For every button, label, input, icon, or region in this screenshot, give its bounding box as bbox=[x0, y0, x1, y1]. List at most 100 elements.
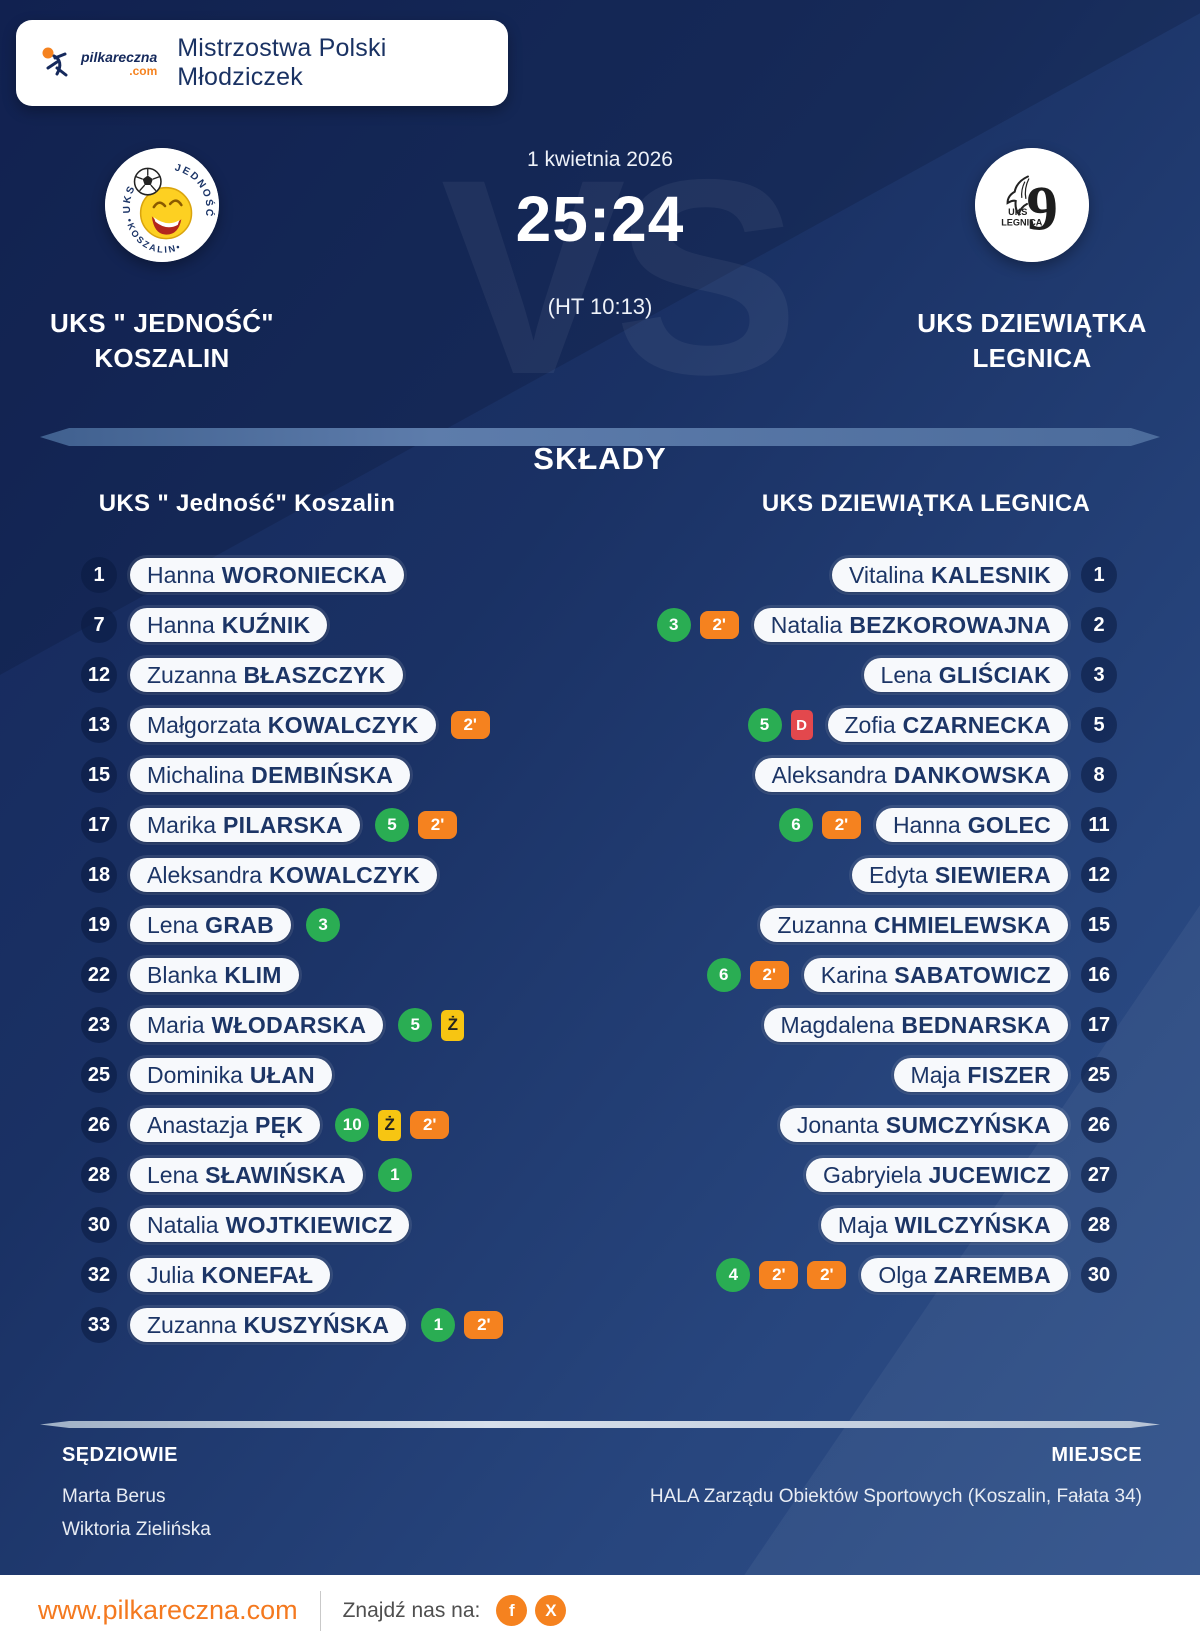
player-row: 17 Magdalena BEDNARSKA bbox=[600, 1000, 1200, 1050]
player-last-name: GLIŚCIAK bbox=[938, 661, 1051, 688]
player-number: 17 bbox=[1081, 1007, 1117, 1043]
two-minute-badge: 2' bbox=[410, 1111, 450, 1139]
player-last-name: GOLEC bbox=[967, 811, 1051, 838]
player-name-pill: Gabryiela JUCEWICZ bbox=[806, 1158, 1068, 1192]
player-number: 12 bbox=[81, 657, 117, 693]
player-first-name: Gabryiela bbox=[823, 1161, 922, 1188]
player-name-pill: Małgorzata KOWALCZYK bbox=[130, 708, 436, 742]
player-number: 23 bbox=[81, 1007, 117, 1043]
player-name-pill: Hanna KUŹNIK bbox=[130, 608, 328, 642]
match-info-footer: SĘDZIOWIE Marta Berus Wiktoria Zielińska… bbox=[62, 1444, 1142, 1546]
player-first-name: Zuzanna bbox=[777, 911, 867, 938]
player-row: 1 Hanna WORONIECKA bbox=[0, 550, 600, 600]
player-badges: 3 2' bbox=[656, 608, 739, 642]
player-first-name: Małgorzata bbox=[147, 711, 261, 738]
final-score: 25:24 bbox=[515, 183, 685, 255]
player-name-pill: Magdalena BEDNARSKA bbox=[763, 1008, 1068, 1042]
goals-badge: 6 bbox=[706, 958, 741, 992]
player-last-name: KOWALCZYK bbox=[269, 861, 420, 888]
player-last-name: WŁODARSKA bbox=[211, 1011, 367, 1038]
player-first-name: Hanna bbox=[147, 611, 215, 638]
footer-divider bbox=[319, 1590, 321, 1631]
player-name-pill: Marika PILARSKA bbox=[130, 808, 360, 842]
player-first-name: Zuzanna bbox=[147, 1311, 237, 1338]
home-team-logo: JEDNOŚĆ •KOSZALIN• UKS bbox=[105, 148, 219, 262]
player-last-name: DEMBIŃSKA bbox=[251, 761, 394, 788]
page-title: Mistrzostwa Polski Młodziczek bbox=[177, 34, 387, 91]
player-first-name: Maja bbox=[910, 1061, 961, 1088]
player-first-name: Hanna bbox=[147, 561, 215, 588]
player-number: 8 bbox=[1081, 757, 1117, 793]
logo-tld-text: .com bbox=[129, 63, 158, 78]
player-number: 17 bbox=[81, 807, 117, 843]
player-row: 28 Lena SŁAWIŃSKA 1 bbox=[0, 1150, 600, 1200]
find-us-label: Znajdź nas na: bbox=[342, 1598, 481, 1622]
player-number: 1 bbox=[1081, 557, 1117, 593]
player-badges: 5 2' bbox=[374, 808, 457, 842]
player-row: 26 Jonanta SUMCZYŃSKA bbox=[600, 1100, 1200, 1150]
player-number: 25 bbox=[81, 1057, 117, 1093]
player-number: 1 bbox=[81, 557, 117, 593]
player-badges: 1 bbox=[377, 1158, 412, 1192]
x-icon[interactable]: X bbox=[535, 1595, 567, 1626]
referee-name: Marta Berus bbox=[62, 1486, 166, 1507]
player-name-pill: Zofia CZARNECKA bbox=[827, 708, 1068, 742]
player-last-name: ZAREMBA bbox=[933, 1261, 1051, 1288]
player-number: 22 bbox=[81, 957, 117, 993]
player-last-name: FISZER bbox=[967, 1061, 1051, 1088]
goals-badge: 3 bbox=[656, 608, 691, 642]
pilkareczna-logo[interactable]: pilkareczna .com bbox=[38, 45, 157, 81]
player-number: 13 bbox=[81, 707, 117, 743]
player-name-pill: Blanka KLIM bbox=[130, 958, 299, 992]
player-number: 15 bbox=[81, 757, 117, 793]
player-first-name: Lena bbox=[880, 661, 932, 688]
player-row: 17 Marika PILARSKA 5 2' bbox=[0, 800, 600, 850]
facebook-icon[interactable]: f bbox=[496, 1595, 528, 1626]
player-row: 25 Maja FISZER bbox=[600, 1050, 1200, 1100]
goals-badge: 6 bbox=[778, 808, 813, 842]
two-minute-badge: 2' bbox=[417, 811, 457, 839]
player-last-name: SŁAWIŃSKA bbox=[205, 1161, 346, 1188]
player-name-pill: Aleksandra KOWALCZYK bbox=[130, 858, 437, 892]
player-first-name: Aleksandra bbox=[771, 761, 887, 788]
player-number: 26 bbox=[1081, 1107, 1117, 1143]
player-name-pill: Jonanta SUMCZYŃSKA bbox=[779, 1108, 1068, 1142]
player-first-name: Zofia bbox=[844, 711, 896, 738]
site-url-link[interactable]: www.pilkareczna.com bbox=[38, 1595, 298, 1625]
player-row: 33 Zuzanna KUSZYŃSKA 1 2' bbox=[0, 1300, 600, 1350]
player-last-name: JUCEWICZ bbox=[928, 1161, 1051, 1188]
player-number: 15 bbox=[1081, 907, 1117, 943]
player-row: 1 Vitalina KALESNIK bbox=[600, 550, 1200, 600]
player-first-name: Julia bbox=[147, 1261, 195, 1288]
player-first-name: Natalia bbox=[147, 1211, 219, 1238]
player-first-name: Lena bbox=[147, 1161, 199, 1188]
player-row: 19 Lena GRAB 3 bbox=[0, 900, 600, 950]
yellow-card-badge: Ż bbox=[441, 1009, 465, 1041]
player-last-name: KUSZYŃSKA bbox=[243, 1311, 390, 1338]
player-last-name: BEDNARSKA bbox=[901, 1011, 1051, 1038]
player-row: 13 Małgorzata KOWALCZYK 2' bbox=[0, 700, 600, 750]
player-name-pill: Julia KONEFAŁ bbox=[130, 1258, 331, 1292]
player-number: 25 bbox=[1081, 1057, 1117, 1093]
player-first-name: Marika bbox=[147, 811, 217, 838]
player-last-name: GRAB bbox=[205, 911, 275, 938]
player-row: 2 Natalia BEZKOROWAJNA 3 2' bbox=[600, 600, 1200, 650]
player-row: 30 Olga ZAREMBA 4 2' 2' bbox=[600, 1250, 1200, 1300]
svg-text:UKS: UKS bbox=[1008, 207, 1027, 217]
player-last-name: WOJTKIEWICZ bbox=[225, 1211, 393, 1238]
player-name-pill: Maja WILCZYŃSKA bbox=[820, 1208, 1068, 1242]
player-first-name: Jonanta bbox=[796, 1111, 879, 1138]
player-row: 12 Edyta SIEWIERA bbox=[600, 850, 1200, 900]
player-row: 7 Hanna KUŹNIK bbox=[0, 600, 600, 650]
player-name-pill: Michalina DEMBIŃSKA bbox=[130, 758, 411, 792]
halftime-score: (HT 10:13) bbox=[547, 294, 653, 319]
player-row: 32 Julia KONEFAŁ bbox=[0, 1250, 600, 1300]
player-row: 11 Hanna GOLEC 6 2' bbox=[600, 800, 1200, 850]
player-number: 16 bbox=[1081, 957, 1117, 993]
two-minute-badge: 2' bbox=[450, 711, 490, 739]
player-number: 32 bbox=[81, 1257, 117, 1293]
player-last-name: KUŹNIK bbox=[221, 611, 311, 638]
